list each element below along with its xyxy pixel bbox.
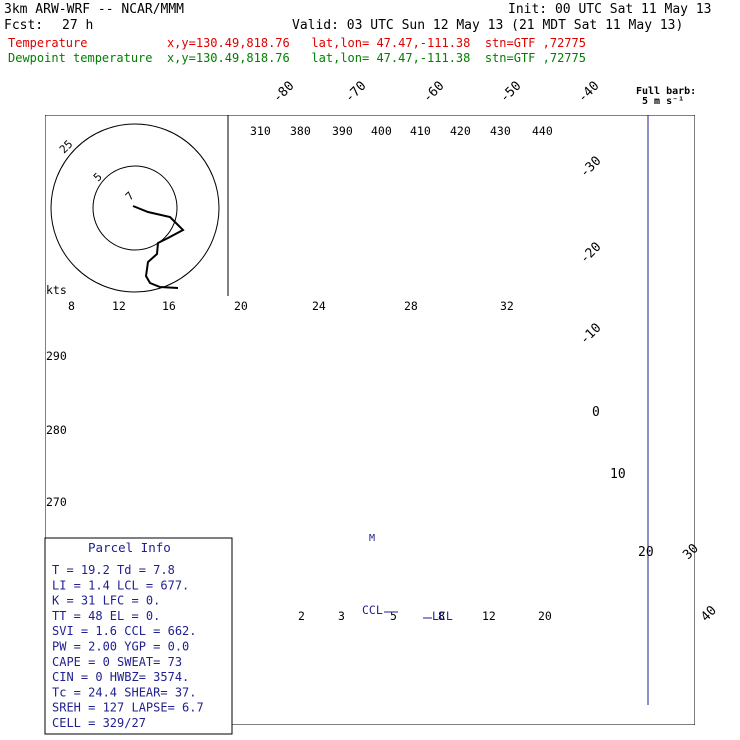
isotherm-label: -30 (577, 154, 604, 181)
hodograph-ring-label: 25 (57, 138, 76, 157)
dewpoint-legend: Dewpoint temperature x,y=130.49,818.76 l… (8, 51, 586, 65)
hodograph-ring-label: 5 (91, 170, 105, 184)
hodograph-speed-tick: 32 (500, 299, 514, 313)
parcel-info-row: T = 19.2 Td = 7.8 (52, 563, 175, 577)
theta-label: 400 (371, 124, 392, 138)
hodograph-speed-tick: 28 (404, 299, 418, 313)
mixing-ratio-label: 8 (438, 609, 445, 623)
barb-legend-line1: Full barb: (636, 86, 697, 97)
parcel-info-row: K = 31 LFC = 0. (52, 594, 160, 608)
theta-left-label: 270 (46, 495, 67, 509)
theta-label: 310 (250, 124, 271, 138)
parcel-info-row: SREH = 127 LAPSE= 6.7 (52, 701, 204, 715)
parcel-info-row: CAPE = 0 SWEAT= 73 (52, 655, 182, 669)
parcel-info-row: SVI = 1.6 CCL = 662. (52, 624, 197, 638)
forecast-hour: 27 h (62, 18, 94, 33)
parcel-info-row: LI = 1.4 LCL = 677. (52, 578, 189, 592)
mixing-ratio-label: 2 (298, 609, 305, 623)
init-time: Init: 00 UTC Sat 11 May 13 (508, 2, 712, 17)
temperature-legend: Temperature x,y=130.49,818.76 lat,lon= 4… (8, 36, 586, 50)
barb-legend-line2: 5 m s⁻¹ (642, 96, 685, 107)
isotherm-label: -60 (420, 79, 447, 106)
hodograph-speed-tick: 12 (112, 299, 126, 313)
model-title: 3km ARW-WRF -- NCAR/MMM (4, 2, 185, 17)
isotherm-label: -10 (577, 321, 604, 348)
hodograph-speed-tick: 16 (162, 299, 176, 313)
forecast-label: Fcst: (4, 18, 44, 33)
hodograph-speed-tick: 24 (312, 299, 326, 313)
parcel-info-title: Parcel Info (88, 540, 171, 555)
hodograph-ring (92, 165, 178, 251)
isotherm-label: -70 (342, 79, 369, 106)
isotherm-label: 20 (638, 545, 654, 560)
isotherm-label: 30 (680, 541, 702, 563)
hodograph-speed-tick: 20 (234, 299, 248, 313)
hodograph-trace (132, 205, 185, 289)
mixing-ratio-label: 12 (482, 609, 496, 623)
valid-time: Valid: 03 UTC Sun 12 May 13 (21 MDT Sat … (292, 18, 684, 33)
mixing-ratio-label: 3 (338, 609, 345, 623)
theta-label: 440 (532, 124, 553, 138)
theta-label: 430 (490, 124, 511, 138)
isotherm-label: -50 (497, 79, 524, 106)
mixing-ratio-label: 20 (538, 609, 552, 623)
isotherm-label: -80 (270, 79, 297, 106)
theta-label: 390 (332, 124, 353, 138)
parcel-info-row: CIN = 0 HWBZ= 3574. (52, 670, 189, 684)
isotherm-label: 10 (610, 467, 626, 482)
theta-label: 380 (290, 124, 311, 138)
theta-left-label: 290 (46, 349, 67, 363)
melting-level-marker: M (369, 533, 375, 544)
hodograph-ring (50, 123, 220, 293)
ccl-label: CCL (362, 603, 383, 617)
isotherm-label: 0 (592, 405, 600, 420)
parcel-info-row: Tc = 24.4 SHEAR= 37. (52, 685, 197, 699)
parcel-info-row: PW = 2.00 YGP = 0.0 (52, 640, 189, 654)
isotherm-label: 40 (698, 603, 720, 625)
hodograph-units: kts (46, 283, 67, 297)
lcl-label: LCL (432, 609, 453, 623)
parcel-info-row: TT = 48 EL = 0. (52, 609, 160, 623)
theta-left-label: 280 (46, 423, 67, 437)
isotherm-label: -20 (577, 240, 604, 267)
mixing-ratio-label: 5 (390, 609, 397, 623)
theta-label: 410 (410, 124, 431, 138)
hodograph-speed-tick: 8 (68, 299, 75, 313)
theta-label: 420 (450, 124, 471, 138)
isotherm-label: -40 (575, 79, 602, 106)
parcel-info-box (44, 537, 233, 735)
parcel-info-row: CELL = 329/27 (52, 716, 146, 730)
hodograph-ring-label: 7 (123, 189, 137, 203)
